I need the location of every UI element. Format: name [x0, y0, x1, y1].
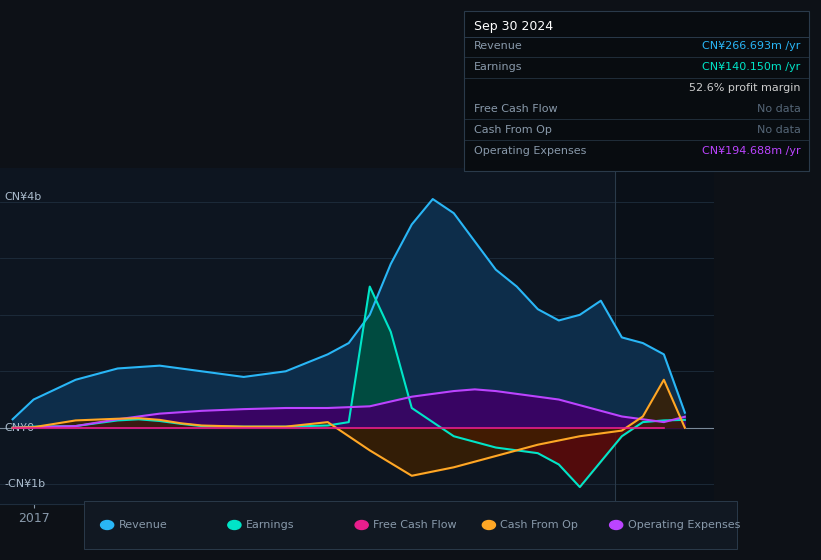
- Text: CN¥0: CN¥0: [4, 423, 34, 433]
- Text: Free Cash Flow: Free Cash Flow: [373, 520, 456, 530]
- Text: -CN¥1b: -CN¥1b: [4, 479, 45, 489]
- Text: Revenue: Revenue: [118, 520, 167, 530]
- Text: No data: No data: [757, 125, 800, 135]
- Text: Earnings: Earnings: [246, 520, 295, 530]
- Text: Free Cash Flow: Free Cash Flow: [474, 104, 557, 114]
- Text: Cash From Op: Cash From Op: [474, 125, 552, 135]
- Text: 52.6% profit margin: 52.6% profit margin: [689, 83, 800, 93]
- Text: No data: No data: [757, 104, 800, 114]
- Text: Operating Expenses: Operating Expenses: [628, 520, 740, 530]
- Text: CN¥140.150m /yr: CN¥140.150m /yr: [702, 62, 800, 72]
- Bar: [615, 168, 714, 504]
- Text: Sep 30 2024: Sep 30 2024: [474, 20, 553, 32]
- Text: Earnings: Earnings: [474, 62, 522, 72]
- Text: Cash From Op: Cash From Op: [500, 520, 578, 530]
- Text: CN¥266.693m /yr: CN¥266.693m /yr: [702, 41, 800, 52]
- Text: CN¥194.688m /yr: CN¥194.688m /yr: [702, 146, 800, 156]
- Text: Revenue: Revenue: [474, 41, 522, 52]
- Text: Operating Expenses: Operating Expenses: [474, 146, 586, 156]
- Text: CN¥4b: CN¥4b: [4, 192, 41, 202]
